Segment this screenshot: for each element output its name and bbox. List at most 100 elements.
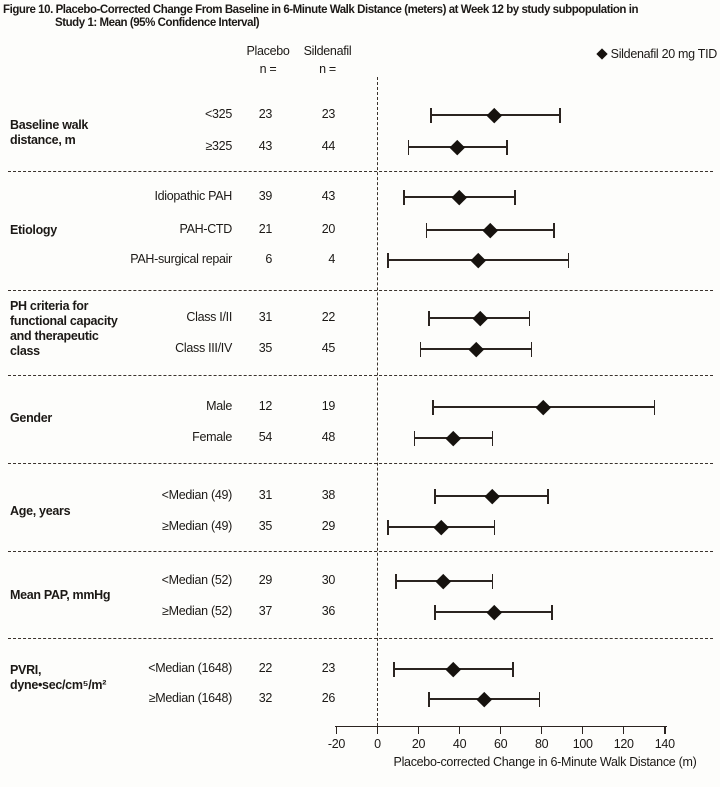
group-separator: [8, 375, 713, 376]
mean-diamond-icon: [452, 189, 468, 205]
group-label-line: PVRI,: [10, 663, 42, 677]
group-label-line: class: [10, 344, 40, 358]
sildenafil-n-value: 26: [321, 691, 336, 705]
sildenafil-n-value: 45: [321, 341, 336, 355]
ci-cap-left: [387, 519, 389, 535]
legend: Sildenafil 20 mg TID: [575, 47, 717, 61]
x-axis-tick: [335, 725, 338, 734]
x-axis-tick: [417, 725, 420, 734]
subgroup-label: <Median (52): [161, 573, 233, 587]
group-label: Baseline walk distance, m: [10, 118, 88, 148]
group-label-line: Age, years: [10, 504, 71, 518]
x-axis-tick-label: 60: [493, 736, 508, 751]
sildenafil-n-value: 29: [321, 519, 336, 533]
x-axis-tick-label: 40: [452, 736, 467, 751]
ci-cap-left: [428, 310, 430, 326]
figure-title-line2: Study 1: Mean (95% Confidence Interval): [55, 17, 260, 29]
placebo-n-value: 43: [258, 139, 273, 153]
sildenafil-n-value: 4: [328, 252, 335, 266]
zero-reference-line: [376, 77, 378, 726]
legend-label: Sildenafil 20 mg TID: [610, 47, 718, 61]
subgroup-label: <Median (49): [161, 488, 233, 502]
placebo-n-value: 31: [258, 488, 273, 502]
x-axis-tick: [622, 725, 625, 734]
subgroup-label: Class I/II: [186, 310, 232, 324]
figure-title-line1: Figure 10. Placebo-Corrected Change From…: [3, 4, 639, 16]
group-separator: [8, 463, 713, 464]
sildenafil-n-value: 44: [321, 139, 336, 153]
group-label-line: and therapeutic: [10, 329, 99, 343]
subgroup-label: ≥Median (49): [162, 519, 232, 533]
ci-cap-right: [559, 107, 561, 123]
ci-cap-right: [553, 222, 555, 238]
group-label-line: Etiology: [10, 223, 57, 237]
ci-cap-left: [387, 252, 389, 268]
mean-diamond-icon: [468, 341, 484, 357]
group-label-line: Mean PAP, mmHg: [10, 588, 111, 602]
mean-diamond-icon: [445, 661, 461, 677]
ci-cap-right: [512, 661, 514, 677]
x-axis-tick: [540, 725, 543, 734]
mean-diamond-icon: [433, 519, 449, 535]
ci-cap-right: [547, 488, 549, 504]
ci-cap-right: [567, 252, 570, 268]
sildenafil-n-value: 23: [321, 107, 336, 121]
sildenafil-n-value: 48: [321, 430, 336, 444]
sildenafil-n-value: 19: [321, 399, 336, 413]
ci-cap-left: [413, 430, 416, 446]
mean-diamond-icon: [487, 107, 502, 123]
subgroup-label: <325: [205, 107, 232, 121]
placebo-n-value: 35: [258, 519, 273, 533]
ci-cap-right: [530, 341, 533, 357]
subgroup-label: PAH-surgical repair: [130, 252, 232, 266]
group-separator: [8, 551, 713, 552]
ci-cap-right: [493, 519, 496, 535]
mean-diamond-icon: [482, 222, 498, 238]
group-label-line: PH criteria for: [10, 299, 89, 313]
ci-cap-right: [528, 310, 531, 326]
ci-cap-left: [403, 189, 405, 205]
sildenafil-n-value: 43: [321, 189, 336, 203]
x-axis-tick: [581, 725, 584, 734]
placebo-n-value: 32: [258, 691, 273, 705]
placebo-n-value: 22: [258, 661, 273, 675]
group-label: Etiology: [10, 223, 57, 238]
placebo-n-value: 21: [258, 222, 273, 236]
group-label-line: dyne•sec/cm⁵/m²: [10, 678, 107, 692]
ci-cap-right: [506, 139, 508, 155]
placebo-n-value: 6: [265, 252, 272, 266]
subgroup-label: ≥325: [205, 139, 232, 153]
placebo-n-value: 54: [258, 430, 273, 444]
group-label: Mean PAP, mmHg: [10, 588, 111, 603]
ci-cap-left: [393, 661, 395, 677]
subgroup-label: ≥Median (52): [162, 604, 232, 618]
sildenafil-n-value: 22: [321, 310, 336, 324]
subgroup-label: Male: [206, 399, 232, 413]
subgroup-label: Idiopathic PAH: [154, 189, 232, 203]
x-axis-tick-label: -20: [327, 736, 346, 751]
column-header-sildenafil: Sildenafil: [303, 44, 352, 58]
mean-diamond-icon: [487, 604, 502, 620]
sildenafil-n-value: 23: [321, 661, 336, 675]
placebo-n-value: 29: [258, 573, 273, 587]
x-axis-tick-label: 140: [654, 736, 675, 751]
placebo-n-value: 12: [258, 399, 273, 413]
placebo-n-value: 35: [258, 341, 273, 355]
group-label-line: functional capacity: [10, 314, 118, 328]
ci-cap-right: [491, 573, 494, 589]
mean-diamond-icon: [435, 573, 451, 589]
ci-cap-left: [395, 573, 397, 589]
ci-cap-right: [514, 189, 516, 205]
mean-diamond-icon: [470, 252, 486, 268]
placebo-n-value: 39: [258, 189, 273, 203]
mean-diamond-icon: [445, 430, 461, 446]
group-label: PH criteria for functional capacity and th…: [10, 299, 118, 359]
ci-cap-left: [419, 341, 422, 357]
x-axis-tick-label: 100: [572, 736, 593, 751]
group-separator: [8, 171, 713, 172]
ci-cap-left: [434, 604, 436, 620]
ci-cap-left: [432, 399, 434, 415]
mean-diamond-icon: [450, 139, 465, 155]
group-label: PVRI, dyne•sec/cm⁵/m²: [10, 663, 106, 693]
